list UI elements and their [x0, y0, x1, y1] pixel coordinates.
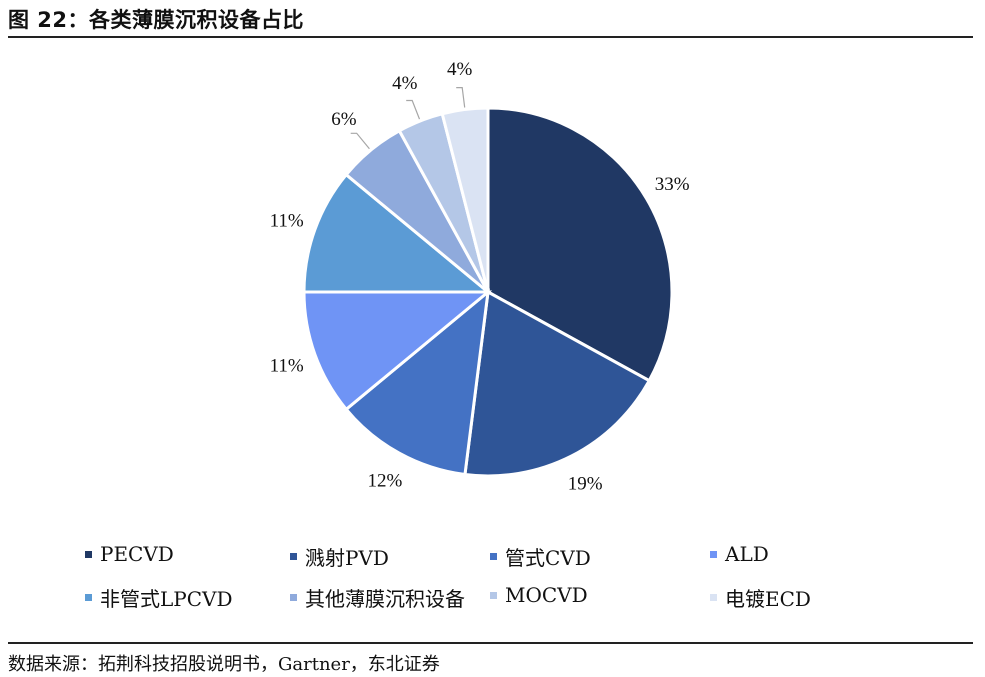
legend-label: 其他薄膜沉积设备: [305, 587, 465, 611]
legend-label: MOCVD: [505, 583, 588, 607]
legend-swatch: [710, 594, 717, 601]
legend-label: 电镀ECD: [725, 587, 811, 611]
data-label-4: 11%: [270, 356, 304, 377]
data-label-1: 33%: [655, 174, 690, 195]
legend-swatch: [490, 553, 497, 560]
source-note: 数据来源：拓荆科技招股说明书，Gartner，东北证券: [8, 654, 440, 675]
pie-slice-1: [486, 106, 674, 383]
legend-swatch: [710, 550, 717, 558]
data-label-6: 6%: [331, 109, 357, 130]
data-label-5: 11%: [270, 211, 304, 232]
leader-line-6: [350, 132, 370, 150]
legend-swatch: [490, 591, 497, 599]
data-label-7: 4%: [392, 73, 418, 94]
legend-swatch: [85, 594, 92, 601]
pie-chart: 33% 19% 12% 11% 11% 6% 4% 4%: [270, 59, 690, 495]
legend-item-8: 电镀ECD: [710, 583, 811, 612]
legend-label: 管式CVD: [505, 546, 591, 570]
data-label-3: 12%: [367, 471, 402, 492]
legend-item-3: 管式CVD: [490, 542, 591, 571]
footer-divider: [8, 642, 973, 644]
pie-slice-4: [302, 290, 493, 412]
legend-label: ALD: [725, 542, 769, 566]
leader-line-8: [456, 86, 466, 108]
legend-swatch: [85, 550, 92, 558]
data-label-2: 19%: [568, 474, 603, 495]
legend-item-6: 其他薄膜沉积设备: [290, 583, 465, 612]
title-divider: [8, 36, 973, 38]
legend-label: 非管式LPCVD: [100, 587, 233, 611]
pie-slice-3: [344, 288, 490, 477]
legend-item-1: PECVD: [85, 542, 174, 566]
data-label-8: 4%: [447, 59, 473, 80]
legend-item-2: 溅射PVD: [290, 542, 389, 571]
legend-label: PECVD: [100, 542, 174, 566]
pie-slice-2: [463, 289, 652, 478]
legend-item-4: ALD: [710, 542, 769, 566]
page-title: 图 22：各类薄膜沉积设备占比: [8, 8, 305, 32]
legend-item-5: 非管式LPCVD: [85, 583, 233, 612]
legend-swatch: [290, 553, 297, 560]
legend-label: 溅射PVD: [305, 546, 389, 570]
legend-swatch: [290, 594, 297, 601]
legend-item-7: MOCVD: [490, 583, 588, 607]
pie-slice-8: [440, 106, 490, 293]
pie-slice-5: [302, 172, 493, 294]
leader-line-7: [406, 99, 421, 120]
